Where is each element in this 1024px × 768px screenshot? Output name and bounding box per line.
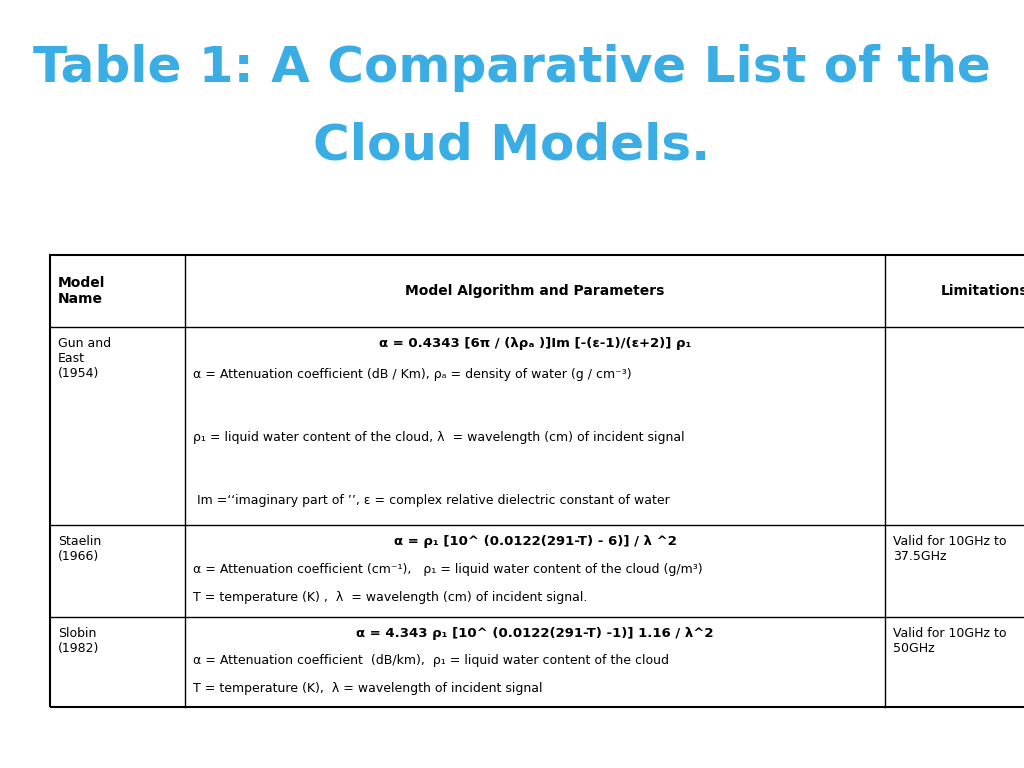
Bar <box>50 255 1024 707</box>
Text: α = Attenuation coefficient  (dB/km),  ρ₁ = liquid water content of the cloud: α = Attenuation coefficient (dB/km), ρ₁ … <box>193 654 669 667</box>
Text: ρ₁ = liquid water content of the cloud, λ  = wavelength (cm) of incident signal: ρ₁ = liquid water content of the cloud, … <box>193 432 685 444</box>
Text: Limitations: Limitations <box>941 284 1024 298</box>
Text: Table 1: A Comparative List of the: Table 1: A Comparative List of the <box>33 44 991 92</box>
Text: Im =‘‘imaginary part of ’’, ε = complex relative dielectric constant of water: Im =‘‘imaginary part of ’’, ε = complex … <box>193 494 670 507</box>
Text: T = temperature (K) ,  λ  = wavelength (cm) of incident signal.: T = temperature (K) , λ = wavelength (cm… <box>193 591 588 604</box>
Text: Model
Name: Model Name <box>58 276 105 306</box>
Text: T = temperature (K),  λ = wavelength of incident signal: T = temperature (K), λ = wavelength of i… <box>193 681 543 694</box>
Text: Valid for 10GHz to
37.5GHz: Valid for 10GHz to 37.5GHz <box>893 535 1007 563</box>
Text: Model Algorithm and Parameters: Model Algorithm and Parameters <box>406 284 665 298</box>
Text: α = 0.4343 [6π / (λρₐ )]Im [-(ε-1)/(ε+2)] ρ₁: α = 0.4343 [6π / (λρₐ )]Im [-(ε-1)/(ε+2)… <box>379 337 691 350</box>
Text: α = Attenuation coefficient (dB / Km), ρₐ = density of water (g / cm⁻³): α = Attenuation coefficient (dB / Km), ρ… <box>193 369 632 382</box>
Text: Slobin
(1982): Slobin (1982) <box>58 627 99 655</box>
Text: Valid for 10GHz to
50GHz: Valid for 10GHz to 50GHz <box>893 627 1007 655</box>
Text: α = ρ₁ [10^ (0.0122(291-T) - 6)] / λ ^2: α = ρ₁ [10^ (0.0122(291-T) - 6)] / λ ^2 <box>393 535 677 548</box>
Text: α = 4.343 ρ₁ [10^ (0.0122(291-T) -1)] 1.16 / λ^2: α = 4.343 ρ₁ [10^ (0.0122(291-T) -1)] 1.… <box>356 627 714 640</box>
Text: Gun and
East
(1954): Gun and East (1954) <box>58 337 112 380</box>
Text: Cloud Models.: Cloud Models. <box>313 121 711 169</box>
Text: α = Attenuation coefficient (cm⁻¹),   ρ₁ = liquid water content of the cloud (g/: α = Attenuation coefficient (cm⁻¹), ρ₁ =… <box>193 563 702 576</box>
Text: Staelin
(1966): Staelin (1966) <box>58 535 101 563</box>
